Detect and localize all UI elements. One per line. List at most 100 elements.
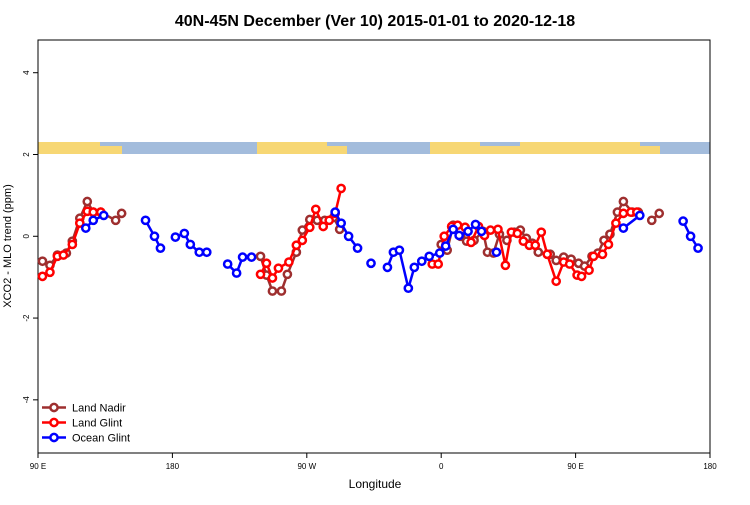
point (88, 207, 99, 218)
point (500, 260, 511, 271)
point (433, 259, 444, 269)
point (276, 286, 287, 296)
point (273, 263, 284, 274)
point (246, 252, 257, 262)
point (588, 251, 599, 262)
point (603, 239, 614, 250)
y-tick-label: -4 (22, 396, 31, 404)
point (116, 208, 127, 219)
point (394, 245, 405, 256)
point (37, 256, 48, 267)
series-line (41, 188, 637, 285)
point (618, 196, 629, 207)
x-tick-label: 90 W (297, 462, 316, 471)
point (403, 283, 414, 294)
point (297, 235, 308, 246)
point (74, 218, 85, 229)
point (297, 225, 308, 235)
legend-marker (49, 402, 59, 413)
point (439, 231, 450, 242)
point (330, 207, 341, 218)
point (291, 240, 302, 251)
point (185, 239, 196, 250)
point (382, 262, 393, 273)
point (282, 269, 293, 280)
point (466, 237, 476, 248)
point (424, 251, 435, 262)
point (463, 226, 473, 237)
point (343, 231, 354, 242)
point (491, 247, 502, 258)
point (448, 224, 458, 235)
x-tick-label: 180 (166, 462, 180, 471)
x-tick-label: 90 E (30, 462, 46, 471)
point (440, 241, 451, 251)
legend-marker (49, 432, 59, 443)
series-line (41, 198, 661, 293)
point (222, 259, 233, 269)
legend-label: Land Glint (72, 418, 122, 430)
point (45, 267, 55, 278)
point (170, 232, 181, 242)
point (110, 215, 121, 226)
point (434, 248, 445, 258)
point (678, 216, 688, 226)
point (67, 239, 78, 250)
point (267, 286, 278, 296)
point (82, 196, 93, 207)
point (237, 252, 248, 262)
point (310, 204, 321, 215)
point (470, 219, 481, 230)
point (693, 243, 703, 253)
point (685, 231, 696, 242)
point (366, 258, 376, 269)
x-tick-label: 90 E (567, 462, 583, 471)
point (304, 222, 315, 233)
point (352, 243, 363, 253)
point (493, 224, 503, 235)
point (179, 228, 190, 239)
point (336, 183, 346, 194)
point (255, 251, 266, 262)
point (284, 257, 294, 267)
point (255, 269, 266, 280)
point (576, 271, 587, 282)
y-tick-label: 0 (22, 234, 31, 239)
point (512, 228, 523, 239)
point (654, 208, 665, 219)
point (618, 223, 629, 233)
point (98, 210, 109, 221)
point (336, 218, 346, 229)
chart-title: 40N-45N December (Ver 10) 2015-01-01 to … (175, 13, 575, 30)
point (140, 215, 151, 226)
point (324, 215, 335, 226)
point (149, 231, 160, 242)
point (231, 268, 242, 278)
point (476, 226, 487, 237)
legend-label: Ocean Glint (72, 433, 130, 445)
point (611, 218, 621, 229)
y-tick-label: 2 (22, 152, 31, 157)
point (564, 259, 575, 269)
point (155, 243, 166, 253)
x-tick-label: 180 (703, 462, 717, 471)
point (201, 247, 212, 258)
plot-frame (37, 39, 711, 454)
point (37, 271, 48, 282)
point (88, 215, 99, 226)
y-axis-label: XCO2 - MLO trend (ppm) (2, 184, 14, 307)
point (618, 208, 629, 219)
legend-label: Land Nadir (72, 403, 126, 415)
point (584, 265, 594, 276)
x-axis-label: Longitude (349, 477, 402, 491)
point (536, 227, 547, 238)
point (267, 273, 278, 283)
point (261, 258, 272, 269)
y-tick-label: 4 (22, 70, 31, 75)
point (409, 262, 420, 273)
point (485, 225, 496, 235)
legend-marker (49, 417, 59, 428)
point (194, 247, 205, 258)
point (58, 250, 69, 260)
